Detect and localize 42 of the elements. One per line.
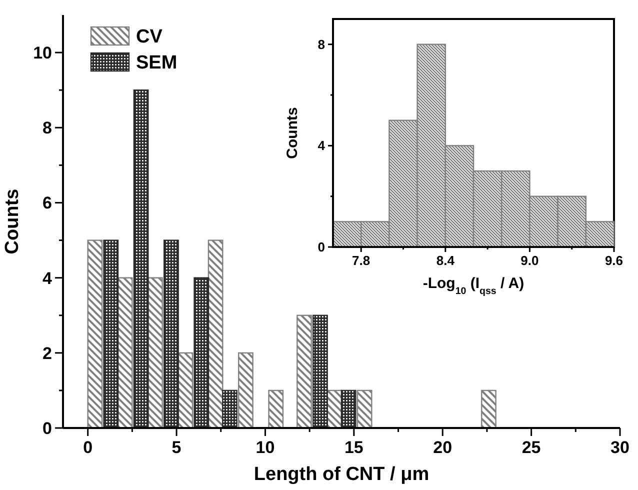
- x-tick-label: 8.4: [436, 253, 456, 268]
- y-tick-label: 8: [318, 36, 325, 52]
- x-tick-label: 10: [256, 438, 275, 457]
- bar: [194, 277, 210, 429]
- x-tick-label: 9.0: [520, 253, 539, 268]
- x-axis-title: Length of CNT / μm: [254, 464, 430, 485]
- bar: [222, 390, 238, 429]
- bar: [208, 240, 224, 429]
- bar: [117, 277, 133, 429]
- x-tick-label: 9.6: [604, 253, 624, 268]
- x-tick-label: 30: [610, 438, 630, 457]
- x-tick-label: 25: [522, 438, 541, 457]
- y-tick-label: 4: [42, 268, 53, 288]
- x-tick-label: 15: [344, 438, 364, 457]
- y-tick-label: 0: [318, 240, 325, 255]
- bar: [312, 314, 328, 429]
- x-tick-label: 0: [83, 438, 93, 457]
- bar: [87, 240, 103, 429]
- y-axis-title: Counts: [2, 188, 23, 254]
- y-tick-label: 2: [42, 344, 52, 363]
- bar: [103, 240, 119, 429]
- bar: [296, 314, 312, 429]
- bar: [340, 390, 356, 429]
- legend-label: CV: [136, 26, 163, 48]
- y-tick-label: 4: [318, 138, 326, 154]
- bar: [481, 390, 496, 429]
- y-tick-label: 10: [33, 43, 52, 62]
- y-tick-label: 6: [42, 194, 52, 213]
- bar: [133, 89, 149, 429]
- x-axis-title: -Log$_{10}$ (I$_{qss}$ / A): [422, 275, 524, 296]
- bar: [148, 277, 163, 429]
- legend-label: SEM: [136, 52, 178, 74]
- y-tick-label: 8: [42, 118, 52, 138]
- bar: [268, 390, 284, 429]
- x-tick-label: 7.8: [352, 253, 370, 268]
- bar: [238, 352, 254, 429]
- x-tick-label: 20: [433, 438, 452, 457]
- y-axis-title: Counts: [284, 107, 302, 159]
- bar: [164, 240, 179, 429]
- y-tick-label: 0: [42, 418, 52, 438]
- x-tick-label: 5: [172, 438, 182, 457]
- bar: [356, 390, 372, 429]
